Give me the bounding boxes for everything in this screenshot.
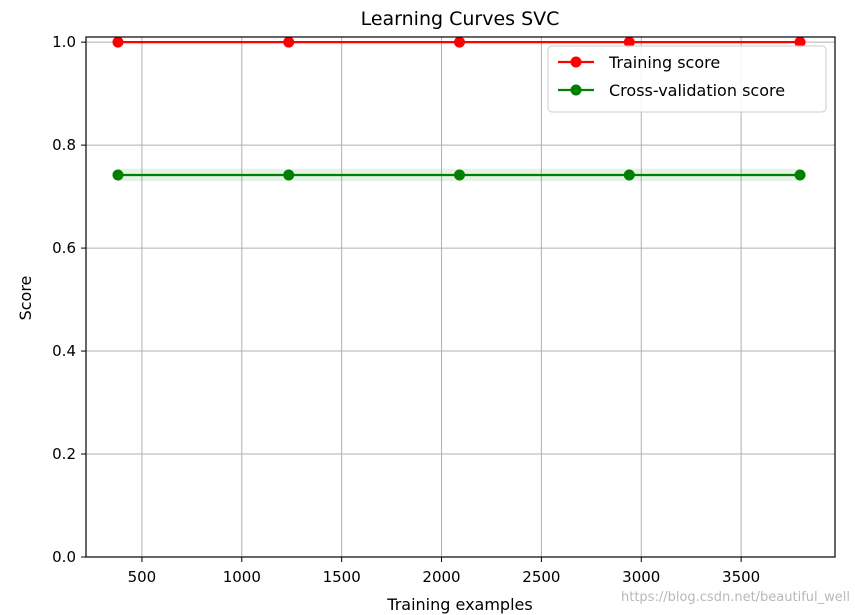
series-1-point [623, 169, 635, 181]
legend-swatch-marker [570, 84, 582, 96]
x-tick-label: 2500 [522, 568, 560, 586]
series-0-point [283, 36, 295, 48]
x-tick-label: 2000 [422, 568, 460, 586]
watermark-text: https://blog.csdn.net/beautiful_well [621, 590, 850, 605]
axis-ticks: 500 1000 1500 2000 2500 3000 3500 0.0 0.2 0.4 0.6 0… [52, 33, 760, 586]
legend-swatch-marker [570, 56, 582, 68]
legend-label: Cross-validation score [609, 81, 785, 100]
x-tick-label: 1000 [223, 568, 261, 586]
legend-box [547, 45, 827, 113]
x-axis-label: Training examples [386, 595, 532, 614]
series-0-point [794, 36, 806, 48]
x-tick-label: 3500 [722, 568, 760, 586]
y-axis-label: Score [16, 276, 35, 321]
plot-frame [85, 36, 836, 558]
series-0-point [454, 36, 466, 48]
legend: Training score Cross-validation score [547, 45, 827, 113]
y-tick-label: 1.0 [52, 33, 76, 51]
y-tick-label: 0.6 [52, 239, 76, 257]
series-1-point [283, 169, 295, 181]
y-tick-label: 0.2 [52, 445, 76, 463]
y-tick-label: 0.0 [52, 548, 76, 566]
y-tick-label: 0.4 [52, 342, 76, 360]
x-tick-label: 500 [128, 568, 157, 586]
x-tick-label: 1500 [323, 568, 361, 586]
series-1-point [112, 169, 124, 181]
series-1-point [454, 169, 466, 181]
series-layer [112, 36, 806, 181]
y-tick-label: 0.8 [52, 136, 76, 154]
series-0-point [623, 36, 635, 48]
legend-label: Training score [608, 53, 720, 72]
series-0-point [112, 36, 124, 48]
x-tick-label: 3000 [622, 568, 660, 586]
chart-title: Learning Curves SVC [361, 8, 560, 30]
series-1-point [794, 169, 806, 181]
